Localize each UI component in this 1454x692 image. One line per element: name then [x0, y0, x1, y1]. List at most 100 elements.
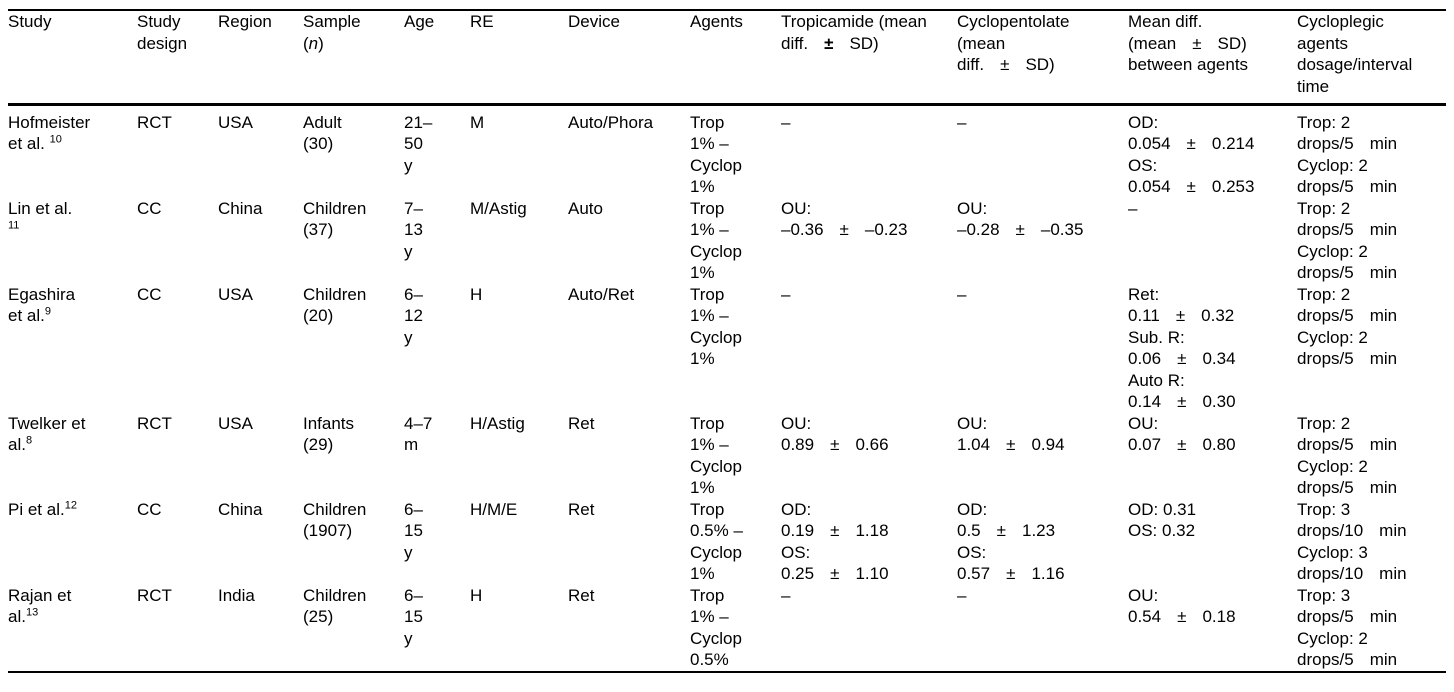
- cell-line: 21–: [404, 112, 433, 132]
- cell-line: OS:: [781, 542, 811, 562]
- cell-text-segment: ±: [1186, 134, 1196, 153]
- cell-text-segment: 0.054: [1128, 134, 1171, 153]
- cell-line: –: [957, 585, 967, 605]
- cell-text-segment: 0.253: [1211, 177, 1255, 196]
- cell-line: OS:: [957, 542, 987, 562]
- cell-line: Cyclop: [690, 155, 742, 175]
- cell-line: –: [957, 112, 967, 132]
- cell-line: Cyclop: 2: [1297, 628, 1368, 648]
- cell-text-segment: drops/5: [1297, 306, 1354, 325]
- cell-line-justified: 0.11 ±0.32: [1128, 305, 1297, 327]
- cell-text-segment: ±: [1177, 349, 1187, 368]
- cell-line: Children: [303, 284, 367, 304]
- cell-line: Children: [303, 499, 367, 519]
- cell-text-segment: 0.18: [1202, 607, 1236, 626]
- cell-line: Cyclop: [690, 542, 742, 562]
- cell-line: Hofmeister: [8, 112, 91, 132]
- cell-line: Age: [404, 12, 435, 31]
- cell-line: Auto/Ret: [568, 284, 635, 304]
- cell-line: China: [218, 198, 263, 218]
- cell-line: Cyclop: [690, 241, 742, 261]
- cell-study_design: RCT: [137, 585, 218, 672]
- cell-line: Region: [218, 12, 272, 31]
- cell-line: OD: 0.31: [1128, 499, 1197, 519]
- cell-agents: Trop 0.5% – Cyclop 1%: [690, 499, 781, 585]
- cell-mean_diff: Ret: 0.11 ±0.32 Sub. R: 0.06 ±0.34 Auto R: 0.14…: [1128, 284, 1297, 413]
- cell-line: 6–: [404, 284, 423, 304]
- cell-line: Cyclop: [690, 327, 742, 347]
- cell-text-segment: drops/5: [1297, 220, 1354, 239]
- cell-text-segment: ±: [1175, 306, 1186, 325]
- column-header-cyclopentolate: Cyclopentolate (mean diff. ± SD): [957, 10, 1128, 104]
- cell-dosage: Trop: 2 drops/5 min Cyclop: 2 drops/5 min: [1297, 413, 1446, 499]
- cell-text-segment: drops/10: [1297, 564, 1364, 583]
- cell-study: Hofmeister et al. 10: [8, 104, 137, 198]
- cell-line: H/M/E: [470, 499, 518, 519]
- cell-line: RCT: [137, 585, 172, 605]
- cell-text-segment: min: [1369, 306, 1398, 325]
- cell-line: Cyclop: 2: [1297, 456, 1368, 476]
- cell-line: Adult: [303, 112, 342, 132]
- cell-device: Auto: [568, 198, 690, 284]
- cell-text-segment: drops/5: [1297, 263, 1354, 282]
- cell-line: Sample: [303, 12, 361, 31]
- cell-device: Auto/Ret: [568, 284, 690, 413]
- cell-line: al.8: [8, 434, 33, 454]
- cell-line: y: [404, 327, 413, 347]
- cell-text-segment: 0.34: [1202, 349, 1236, 368]
- cell-text-segment: ±: [1177, 607, 1187, 626]
- cell-text-segment: min: [1369, 435, 1398, 454]
- cell-study_design: RCT: [137, 413, 218, 499]
- table-body-rows: Hofmeister et al. 10 RCT USA Adult (30) 21– 50 y…: [8, 104, 1446, 672]
- cell-text-segment: ±: [1192, 33, 1202, 53]
- cell-line: Pi et al.12: [8, 498, 77, 519]
- cell-re: H: [470, 284, 568, 413]
- cell-text-segment: min: [1369, 263, 1398, 282]
- cell-line-justified: –0.36 ± –0.23: [781, 219, 957, 241]
- column-header-device: Device: [568, 10, 690, 104]
- cell-agents: Trop 1% – Cyclop 1%: [690, 413, 781, 499]
- cell-line: 1% –: [690, 220, 729, 239]
- cell-line: –: [781, 585, 791, 605]
- cell-text-segment: min: [1369, 349, 1398, 368]
- cell-text-segment: min: [1369, 177, 1398, 196]
- cell-line-justified: 0.5 ±1.23: [957, 520, 1128, 542]
- cell-line: Auto: [568, 198, 603, 218]
- cell-line: agents: [1297, 33, 1349, 53]
- cell-re: H/Astig: [470, 413, 568, 499]
- cell-text-segment: ±: [996, 521, 1006, 540]
- table-row-rajan: Rajan et al.13 RCT India Children (25) 6– 15 y H R…: [8, 585, 1446, 672]
- cell-sample_n: Infants (29): [303, 413, 404, 499]
- cell-line-justified: 0.054 ±0.214: [1128, 133, 1297, 155]
- cell-cyclopentolate: OD: 0.5 ±1.23 OS: 0.57 ±1.16: [957, 499, 1128, 585]
- column-header-region: Region: [218, 10, 303, 104]
- cell-line: OS:: [1128, 155, 1158, 175]
- cell-age: 6– 15 y: [404, 585, 470, 672]
- cell-region: China: [218, 499, 303, 585]
- cell-line: USA: [218, 413, 253, 433]
- cell-line: H/Astig: [470, 413, 525, 433]
- cell-tropicamide: OD: 0.19 ±1.18 OS: 0.25 ±1.10: [781, 499, 957, 585]
- cell-mean_diff: OU: 0.07 ±0.80: [1128, 413, 1297, 499]
- cell-study: Rajan et al.13: [8, 585, 137, 672]
- cell-text-segment: drops/5: [1297, 134, 1354, 153]
- cell-line-justified: diff. ± SD): [781, 33, 957, 55]
- cell-text-segment: drops/5: [1297, 435, 1354, 454]
- cell-line-justified: 0.57 ±1.16: [957, 563, 1128, 585]
- cell-dosage: Trop: 2 drops/5 min Cyclop: 2 drops/5 min: [1297, 198, 1446, 284]
- cell-line: USA: [218, 284, 253, 304]
- cell-line: 1%: [690, 177, 715, 196]
- studies-comparison-table: Study Study design Region Sample (n) Age RE Devi…: [8, 9, 1446, 673]
- cell-line: 1%: [690, 349, 715, 368]
- cell-text-segment: 1.10: [855, 564, 889, 583]
- cell-text-segment: 1.16: [1031, 564, 1065, 583]
- cell-text-segment: ±: [1000, 55, 1010, 74]
- cell-line: Cycloplegic: [1297, 12, 1384, 31]
- column-header-tropicamide: Tropicamide (mean diff. ± SD): [781, 10, 957, 104]
- cell-line: y: [404, 542, 413, 562]
- cell-line: dosage/interval: [1297, 55, 1413, 74]
- cell-line: Sub. R:: [1128, 327, 1185, 347]
- cell-line: H: [470, 284, 483, 304]
- cell-age: 21– 50 y: [404, 104, 470, 198]
- cell-line: Trop: 2: [1297, 112, 1351, 132]
